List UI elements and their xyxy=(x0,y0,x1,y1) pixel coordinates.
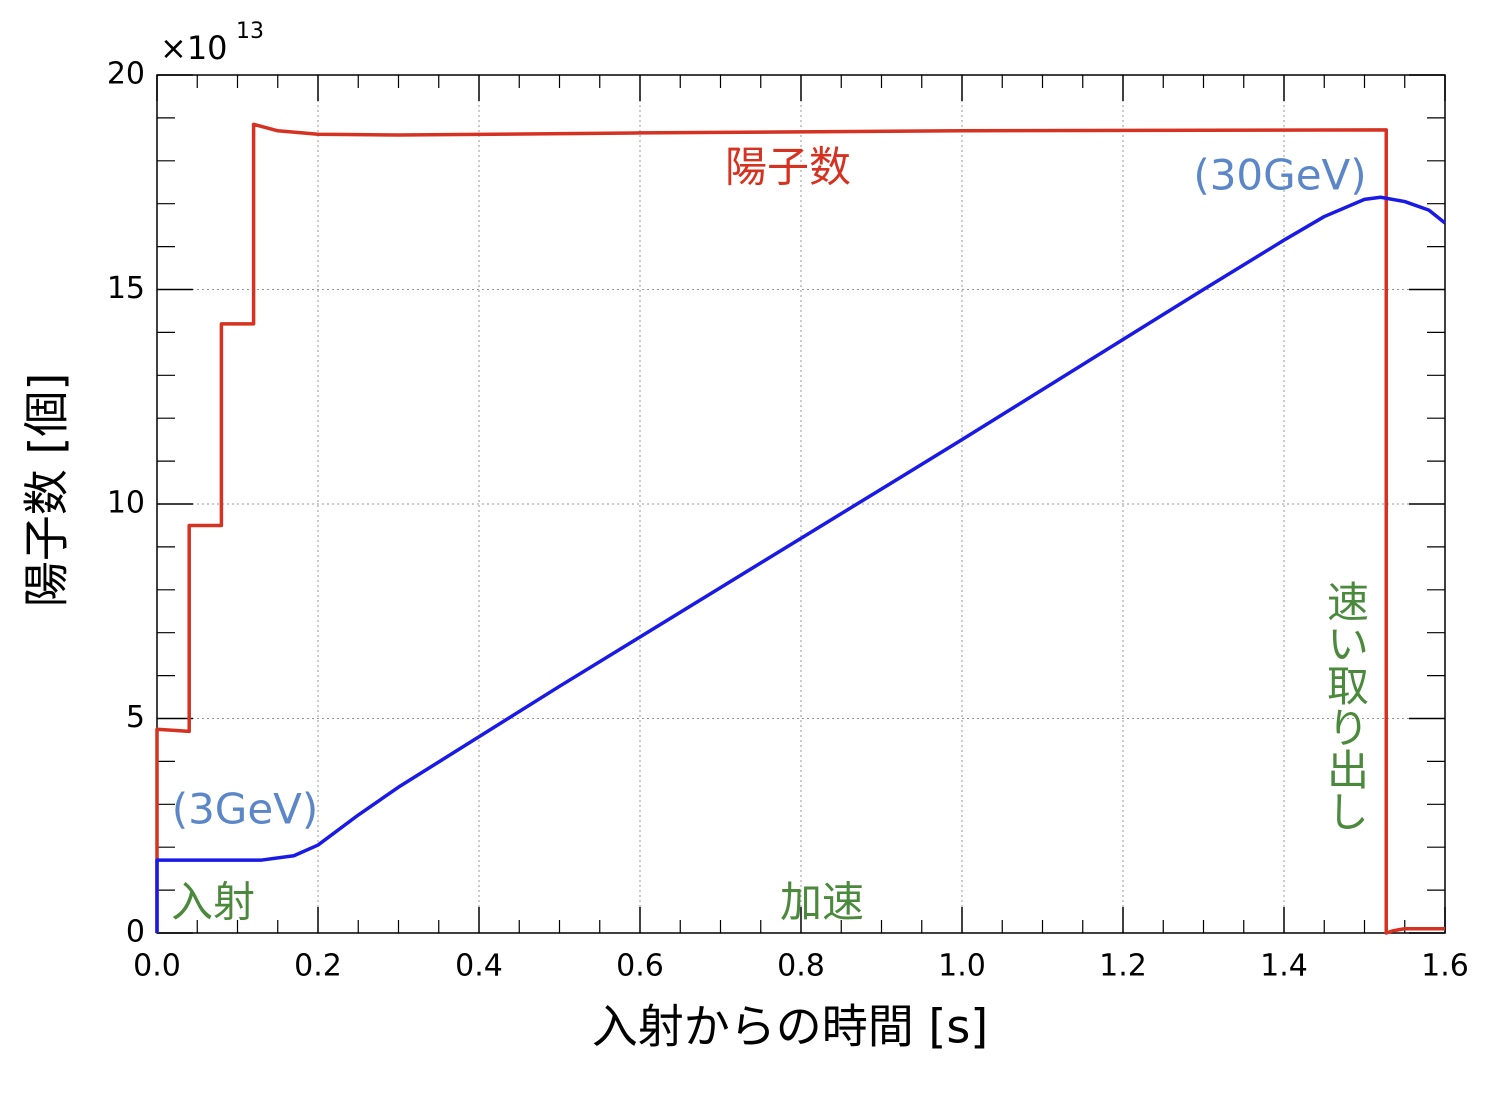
x-tick-label: 0.8 xyxy=(777,949,825,984)
y-scale-exponent: 13 xyxy=(236,19,264,44)
x-axis-title: 入射からの時間 [s] xyxy=(592,1000,988,1054)
annotation: 陽子数 xyxy=(725,143,851,192)
x-tick-label: 1.0 xyxy=(938,949,986,984)
annotation: 入射 xyxy=(171,878,255,927)
annotation: 加速 xyxy=(780,878,864,927)
annotation: (30GeV) xyxy=(1193,151,1366,200)
y-tick-label: 15 xyxy=(107,271,145,306)
series-line xyxy=(155,122,1445,935)
x-tick-label: 0.2 xyxy=(294,949,342,984)
y-tick-label: 5 xyxy=(126,700,145,735)
x-tick-label: 1.2 xyxy=(1099,949,1147,984)
y-tick-label: 20 xyxy=(107,57,145,92)
y-axis-title: 陽子数 [個] xyxy=(20,373,74,608)
annotation: (3GeV) xyxy=(172,785,319,834)
x-tick-label: 0.0 xyxy=(133,949,181,984)
series-line xyxy=(155,195,1447,933)
x-tick-label: 0.4 xyxy=(455,949,503,984)
y-tick-label: 10 xyxy=(107,486,145,521)
annotation: 速い取り出し xyxy=(1321,580,1370,832)
plot-frame xyxy=(156,74,1446,934)
x-tick-label: 0.6 xyxy=(616,949,664,984)
x-tick-label: 1.4 xyxy=(1260,949,1308,984)
y-scale-base: ×10 xyxy=(160,29,228,67)
x-tick-label: 1.6 xyxy=(1421,949,1469,984)
y-tick-label: 0 xyxy=(126,915,145,950)
